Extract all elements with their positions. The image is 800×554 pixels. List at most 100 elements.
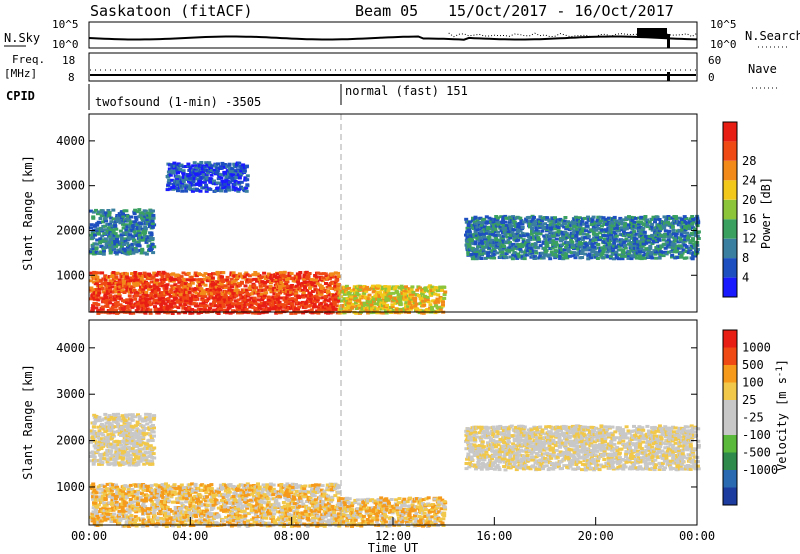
- data-cell: [565, 243, 570, 247]
- data-cell: [183, 165, 188, 168]
- data-cell: [98, 221, 103, 225]
- data-cell: [187, 179, 191, 183]
- data-cell: [646, 236, 651, 240]
- data-cell: [192, 177, 197, 180]
- data-cell: [491, 227, 496, 231]
- data-cell: [171, 272, 176, 276]
- data-cell: [125, 288, 130, 292]
- data-cell: [142, 271, 147, 275]
- data-cell: [213, 291, 217, 295]
- data-cell: [232, 183, 237, 186]
- data-cell: [223, 286, 228, 289]
- data-cell: [92, 430, 97, 433]
- data-cell: [137, 417, 142, 421]
- data-cell: [142, 453, 147, 457]
- data-cell: [486, 225, 491, 229]
- data-cell: [288, 306, 293, 310]
- data-cell: [487, 246, 492, 250]
- data-cell: [205, 299, 210, 303]
- data-cell: [245, 174, 250, 178]
- data-cell: [377, 300, 382, 304]
- data-cell: [231, 185, 236, 189]
- data-cell: [301, 291, 306, 295]
- data-cell: [110, 433, 115, 436]
- data-cell: [500, 220, 505, 224]
- data-cell: [323, 303, 328, 307]
- data-cell: [89, 455, 94, 458]
- data-cell: [269, 273, 274, 277]
- data-cell: [130, 418, 135, 422]
- data-cell: [130, 413, 135, 417]
- data-cell: [562, 251, 566, 255]
- data-cell: [324, 308, 329, 312]
- data-cell: [646, 238, 651, 242]
- data-cell: [181, 165, 186, 169]
- data-cell: [243, 176, 248, 180]
- data-cell: [440, 288, 445, 292]
- data-cell: [138, 298, 143, 302]
- data-cell: [103, 246, 108, 250]
- data-cell: [180, 292, 185, 296]
- data-cell: [103, 492, 108, 496]
- data-cell: [257, 306, 262, 310]
- data-cell: [632, 241, 637, 245]
- data-cell: [376, 286, 381, 290]
- data-cell: [134, 454, 139, 458]
- data-cell: [326, 291, 331, 295]
- data-cell: [219, 282, 224, 286]
- data-cell: [356, 293, 361, 297]
- data-cell: [100, 437, 105, 441]
- data-cell: [165, 188, 170, 192]
- data-cell: [513, 251, 518, 255]
- data-cell: [428, 303, 433, 307]
- colorbar-tick-label: 4: [742, 271, 749, 285]
- data-cell: [362, 291, 367, 295]
- data-cell: [145, 461, 150, 465]
- data-cell: [480, 226, 485, 230]
- data-cell: [588, 240, 593, 244]
- data-cell: [216, 272, 221, 276]
- data-cell: [503, 240, 508, 244]
- data-cell: [289, 290, 293, 294]
- data-cell: [116, 412, 120, 416]
- data-cell: [273, 307, 278, 310]
- data-cell: [244, 186, 249, 190]
- data-cell: [272, 292, 277, 296]
- data-cell: [110, 285, 115, 289]
- data-cell: [104, 219, 109, 223]
- data-cell: [252, 277, 257, 281]
- data-cell: [129, 302, 133, 306]
- data-cell: [259, 301, 264, 305]
- data-cell: [395, 285, 399, 289]
- data-cell: [212, 308, 217, 312]
- data-cell: [491, 232, 496, 236]
- data-cell: [282, 287, 287, 291]
- data-cell: [116, 424, 121, 428]
- data-cell: [598, 249, 602, 253]
- data-cell: [514, 225, 519, 228]
- data-cell: [152, 414, 157, 418]
- data-cell: [287, 274, 292, 277]
- data-cell: [608, 254, 613, 258]
- data-cell: [127, 437, 132, 441]
- data-cell: [666, 238, 671, 242]
- data-cell: [248, 284, 253, 288]
- data-cell: [121, 231, 126, 235]
- data-cell: [197, 172, 202, 175]
- data-cell: [691, 237, 695, 241]
- data-cell: [128, 456, 133, 460]
- data-cell: [112, 444, 117, 448]
- data-cell: [147, 297, 152, 301]
- data-cell: [140, 211, 145, 215]
- data-cell: [381, 303, 385, 307]
- data-cell: [482, 225, 487, 229]
- data-cell: [642, 248, 647, 252]
- data-cell: [612, 230, 617, 234]
- data-cell: [147, 426, 152, 430]
- data-cell: [498, 225, 503, 229]
- power-panel-frame: [88, 113, 698, 313]
- data-cell: [215, 166, 220, 170]
- data-cell: [108, 289, 113, 292]
- data-cell: [585, 244, 590, 247]
- data-cell: [219, 183, 224, 187]
